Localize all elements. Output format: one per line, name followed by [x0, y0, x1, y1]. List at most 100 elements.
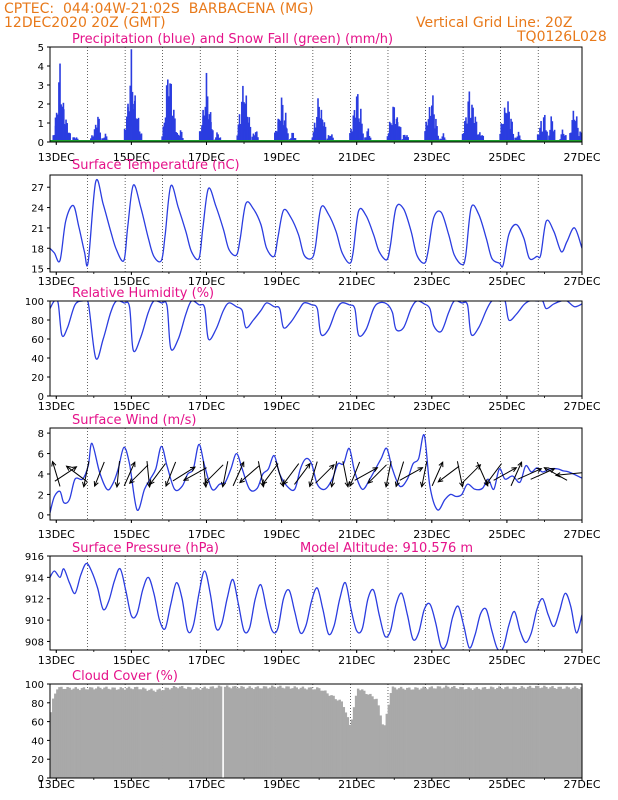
- precip-bar: [98, 118, 100, 142]
- cloud-bar: [299, 687, 303, 778]
- wind-arrow: [437, 465, 460, 483]
- cloud-bar: [236, 688, 239, 778]
- precip-bar: [358, 121, 361, 142]
- precip-bar: [321, 119, 323, 142]
- cloud-bar: [193, 689, 196, 778]
- cloud-bar: [444, 685, 448, 778]
- cloud-bar: [297, 689, 301, 778]
- cloud-bar: [254, 687, 258, 778]
- wind-arrow: [485, 463, 502, 486]
- precip-xtick-label: 27DEC: [563, 151, 600, 164]
- precip-bar: [178, 135, 181, 142]
- precip-bar: [132, 124, 134, 142]
- wind-arrow: [554, 472, 582, 478]
- precip-bar: [165, 85, 168, 142]
- precip-bar: [387, 133, 390, 142]
- wind-arrow: [517, 468, 543, 480]
- cloud-bar: [559, 686, 562, 778]
- precip-bar: [200, 131, 202, 142]
- wind-arrow: [182, 467, 207, 481]
- cloud-bar: [213, 688, 217, 778]
- precip-bar: [248, 117, 251, 142]
- precip-bar: [328, 136, 331, 142]
- cloud-bar: [426, 689, 429, 778]
- cloud-bar: [340, 701, 343, 778]
- cloud-bar: [541, 687, 544, 778]
- cloud-bar: [131, 689, 135, 778]
- precip-ytick-label: 3: [38, 81, 44, 92]
- wind-arrow: [65, 465, 88, 483]
- cloud-bar: [66, 686, 69, 778]
- precip-bar: [136, 132, 138, 142]
- cloud-bar: [232, 686, 235, 778]
- precip-bar: [357, 94, 359, 142]
- cloud-bar: [363, 690, 366, 778]
- cloud-bar: [148, 689, 151, 778]
- cloud-bar: [54, 693, 57, 778]
- precip-bar: [103, 137, 106, 142]
- precip-bar: [570, 132, 572, 142]
- wind-ytick-label: 4: [38, 470, 44, 481]
- wind-arrow: [239, 465, 260, 484]
- cloud-bar: [205, 688, 208, 778]
- cloud-bar: [420, 688, 423, 778]
- precip-bar: [282, 132, 285, 142]
- precip-bar: [390, 129, 392, 142]
- wind-xtick-label: 13DEC: [38, 528, 75, 541]
- cloud-bar: [344, 712, 348, 778]
- precip-bar: [69, 133, 71, 142]
- precip-bar: [352, 115, 355, 142]
- precip-bar: [349, 133, 351, 142]
- precip-bar: [562, 133, 565, 142]
- precip-bar: [360, 108, 362, 142]
- cloud-bar: [97, 686, 100, 778]
- cloud-ytick-label: 20: [31, 755, 44, 766]
- cloud-bar: [113, 687, 116, 778]
- precip-bar: [442, 133, 445, 142]
- cloud-bar: [322, 690, 325, 778]
- cloud-bar: [336, 700, 339, 778]
- precip-bar: [501, 133, 504, 142]
- cloud-bar: [135, 686, 139, 778]
- cloud-bar: [129, 688, 133, 778]
- cloud-bar: [356, 688, 360, 778]
- precip-bar: [425, 121, 427, 142]
- precip-bar: [332, 137, 334, 142]
- cloud-bar: [455, 688, 458, 778]
- precip-bar: [507, 101, 509, 142]
- precip-bar: [75, 137, 78, 142]
- cloud-bar: [195, 687, 198, 778]
- precip-bar: [565, 135, 567, 142]
- precip-bar: [314, 129, 317, 142]
- precip-bar: [482, 135, 485, 142]
- wind-arrow: [93, 461, 105, 488]
- rh-frame: [49, 300, 583, 397]
- cloud-bar: [250, 687, 253, 778]
- precip-bar: [53, 134, 56, 142]
- cloud-xtick-label: 27DEC: [563, 778, 600, 791]
- cloud-bar: [244, 688, 247, 778]
- precip-bar: [327, 135, 330, 142]
- precip-bar: [175, 131, 177, 142]
- precip-title: Precipitation (blue) and Snow Fall (gree…: [72, 32, 393, 47]
- cloud-bar: [223, 686, 227, 778]
- precip-bar: [238, 126, 241, 142]
- cloud-bar: [410, 689, 413, 778]
- pressure-xtick-label: 19DEC: [263, 654, 300, 667]
- precip-bar: [552, 131, 555, 142]
- cloud-bar: [142, 687, 145, 778]
- precip-bar: [177, 134, 180, 142]
- precip-bar: [239, 124, 242, 142]
- cloud-bar: [168, 689, 172, 778]
- precip-bar: [140, 133, 143, 142]
- precip-bar: [437, 135, 439, 142]
- wind-arrow: [315, 463, 335, 484]
- cloud-bar: [418, 689, 421, 778]
- pressure-xtick-label: 21DEC: [338, 654, 375, 667]
- cloud-bar: [332, 695, 335, 778]
- precip-bar: [506, 113, 508, 142]
- cloud-bar: [571, 687, 575, 778]
- cloud-bar: [491, 687, 495, 778]
- precip-bar: [471, 104, 473, 142]
- precip-bar: [475, 121, 478, 142]
